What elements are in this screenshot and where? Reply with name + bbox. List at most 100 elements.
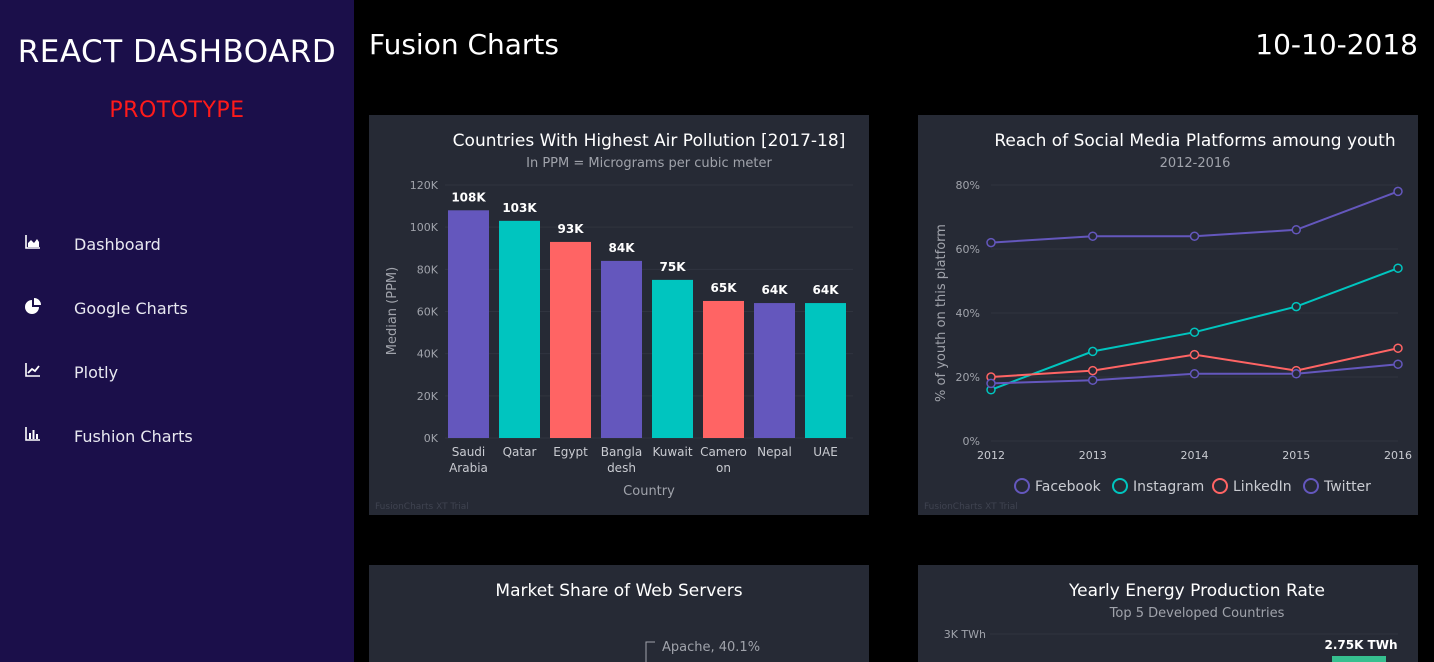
sidebar-item-google-charts[interactable]: Google Charts [0,289,354,329]
data-point[interactable] [1393,343,1403,353]
data-point[interactable] [1189,349,1200,360]
chart-subtitle: 2012-2016 [1160,156,1231,171]
x-tick-label: Bangla [601,445,643,459]
bar[interactable] [652,279,693,438]
legend-marker-icon [1303,478,1319,494]
page-title: Fusion Charts [369,28,559,61]
chart-title: Reach of Social Media Platforms amoung y… [994,131,1395,151]
y-tick-label: 0% [963,435,980,448]
data-point[interactable] [1189,327,1200,337]
data-point[interactable] [1088,365,1098,376]
legend-item-instagram[interactable]: Instagram [1112,478,1204,495]
brand-subtitle: PROTOTYPE [109,98,245,123]
x-tick-label: 2015 [1282,449,1310,462]
data-point[interactable] [986,237,996,248]
x-tick-label: 2016 [1384,449,1412,462]
pie-slice-label: Apache, 40.1% [662,640,760,655]
sidebar-item-label: Google Charts [74,299,188,318]
data-point[interactable] [1393,359,1403,369]
x-tick-label: Nepal [757,445,792,459]
data-label: 108K [451,190,486,204]
x-tick-label: 2013 [1079,449,1107,462]
bar[interactable] [448,210,489,438]
legend-item-facebook[interactable]: Facebook [1014,478,1102,495]
bar[interactable] [550,241,591,438]
bar[interactable] [499,220,540,438]
air-pollution-chart-card: Countries With Highest Air Pollution [20… [369,115,869,515]
social-media-chart: Reach of Social Media Platforms amoung y… [924,131,1412,512]
chart-subtitle: In PPM = Micrograms per cubic meter [526,156,772,171]
data-point[interactable] [1291,225,1301,235]
energy-production-chart: Yearly Energy Production Rate Top 5 Deve… [944,581,1398,662]
legend-label: Twitter [1323,479,1371,495]
data-point[interactable] [1088,346,1098,357]
area-chart-icon [25,235,40,249]
x-tick-label: on [716,461,731,475]
y-axis-label: % of youth on this platform [934,224,949,402]
y-tick-label: 20% [956,371,980,384]
x-tick-label: desh [607,461,636,475]
legend-item-linkedin[interactable]: LinkedIn [1212,478,1292,495]
sidebar: REACT DASHBOARD PROTOTYPE Dashboard Goog… [0,0,354,662]
air-pollution-chart: Countries With Highest Air Pollution [20… [375,131,853,512]
sidebar-item-fushion-charts[interactable]: Fushion Charts [0,417,354,457]
legend-label: Facebook [1035,479,1102,495]
data-point[interactable] [1189,369,1200,379]
data-point[interactable] [1393,186,1403,197]
bar [1332,656,1386,662]
x-tick-label: Saudi [452,445,486,459]
sidebar-item-label: Fushion Charts [74,427,193,446]
bar[interactable] [601,260,642,438]
y-tick-label: 20K [417,390,439,403]
legend-label: LinkedIn [1233,479,1292,495]
data-point[interactable] [1393,263,1403,273]
data-label: 75K [660,260,687,274]
y-tick-label: 80% [956,179,980,192]
chart-title: Market Share of Web Servers [495,581,742,601]
chart-title: Countries With Highest Air Pollution [20… [453,131,846,151]
data-point[interactable] [1088,375,1098,385]
legend-marker-icon [1112,478,1128,494]
watermark: FusionCharts XT Trial [924,502,1018,512]
x-tick-label: 2014 [1181,449,1209,462]
data-point[interactable] [1291,369,1301,379]
x-tick-label: 2012 [977,449,1005,462]
y-tick-label: 0K [424,432,439,445]
legend-item-twitter[interactable]: Twitter [1303,478,1371,495]
y-tick-label: 60% [956,243,980,256]
data-point[interactable] [986,378,996,389]
brand-title: REACT DASHBOARD [17,34,337,70]
y-tick-label: 3K TWh [944,628,986,641]
data-label: 103K [502,201,537,215]
chart-title: Yearly Energy Production Rate [1068,581,1325,601]
page-date: 10-10-2018 [1255,28,1418,61]
data-point[interactable] [1189,231,1200,241]
x-tick-label: Camero [700,445,747,459]
legend-marker-icon [1014,478,1030,494]
x-axis-label: Country [623,484,675,499]
y-tick-label: 60K [417,306,439,319]
y-tick-label: 40K [417,348,439,361]
sidebar-item-label: Dashboard [74,235,161,254]
sidebar-item-plotly[interactable]: Plotly [0,353,354,393]
x-tick-label: Egypt [553,445,588,459]
data-point[interactable] [1088,231,1098,241]
pie-label-leader [645,641,655,662]
line-chart-icon [25,363,40,377]
y-tick-label: 40% [956,307,980,320]
data-label: 65K [711,281,738,295]
social-media-chart-card: Reach of Social Media Platforms amoung y… [918,115,1418,515]
bar-chart-icon [25,427,40,441]
data-point[interactable] [1291,301,1301,312]
bar[interactable] [754,303,795,438]
legend-label: Instagram [1133,479,1204,495]
x-tick-label: Kuwait [652,445,692,459]
web-servers-chart-card: Market Share of Web Servers Apache, 40.1… [369,565,869,662]
data-label: 93K [558,222,585,236]
sidebar-item-label: Plotly [74,363,119,382]
data-label: 2.75K TWh [1324,638,1397,652]
bar[interactable] [703,300,744,438]
pie-chart-icon [25,298,41,314]
bar[interactable] [805,303,846,438]
sidebar-item-dashboard[interactable]: Dashboard [0,225,354,265]
